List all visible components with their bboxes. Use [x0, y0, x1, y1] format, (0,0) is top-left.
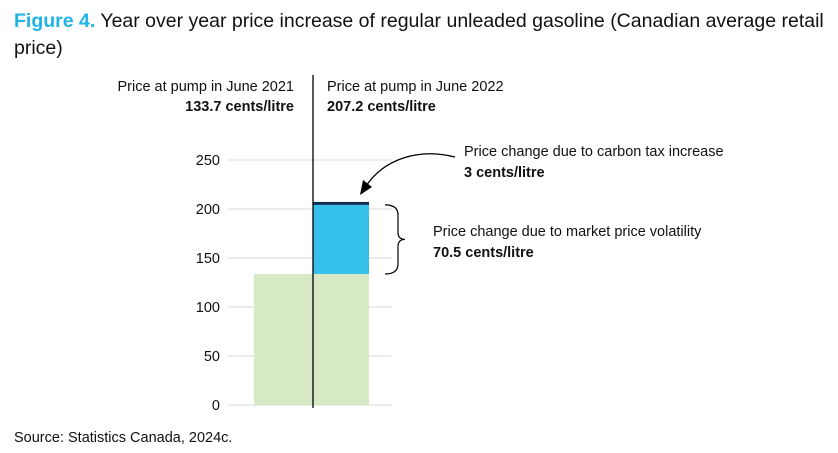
title-text: Year over year price increase of regular…: [14, 10, 824, 59]
y-tick-labels: 0 50 100 150 200 250: [196, 153, 220, 414]
bar-june-2022-base: [313, 273, 369, 405]
y-tick-label-200: 200: [196, 202, 220, 218]
market-brace: [384, 204, 406, 275]
chart-title: Figure 4. Year over year price increase …: [14, 8, 830, 62]
y-tick-label-100: 100: [196, 300, 220, 316]
y-tick-label-0: 0: [212, 398, 220, 414]
y-tick-label-150: 150: [196, 251, 220, 267]
left-header-line1: Price at pump in June 2021: [117, 79, 294, 95]
left-header-line2: 133.7 cents/litre: [185, 99, 294, 115]
y-tick-label-250: 250: [196, 153, 220, 169]
source-note: Source: Statistics Canada, 2024c.: [14, 430, 233, 446]
carbon-annotation-line2: 3 cents/litre: [464, 165, 545, 181]
right-header-line2: 207.2 cents/litre: [327, 99, 436, 115]
carbon-arrowhead-icon: [360, 179, 372, 195]
bars: [254, 201, 369, 405]
market-annotation-line2: 70.5 cents/litre: [433, 245, 534, 261]
right-header-line1: Price at pump in June 2022: [327, 79, 504, 95]
carbon-annotation-line1: Price change due to carbon tax increase: [464, 144, 724, 160]
bar-june-2022-carbon: [313, 201, 369, 205]
bar-june-2021-base: [254, 273, 313, 405]
figure-label: Figure 4.: [14, 10, 96, 32]
bar-june-2022-market: [313, 204, 369, 274]
market-annotation-line1: Price change due to market price volatil…: [433, 224, 702, 240]
y-tick-label-50: 50: [204, 349, 220, 365]
carbon-arrow: [365, 153, 456, 187]
